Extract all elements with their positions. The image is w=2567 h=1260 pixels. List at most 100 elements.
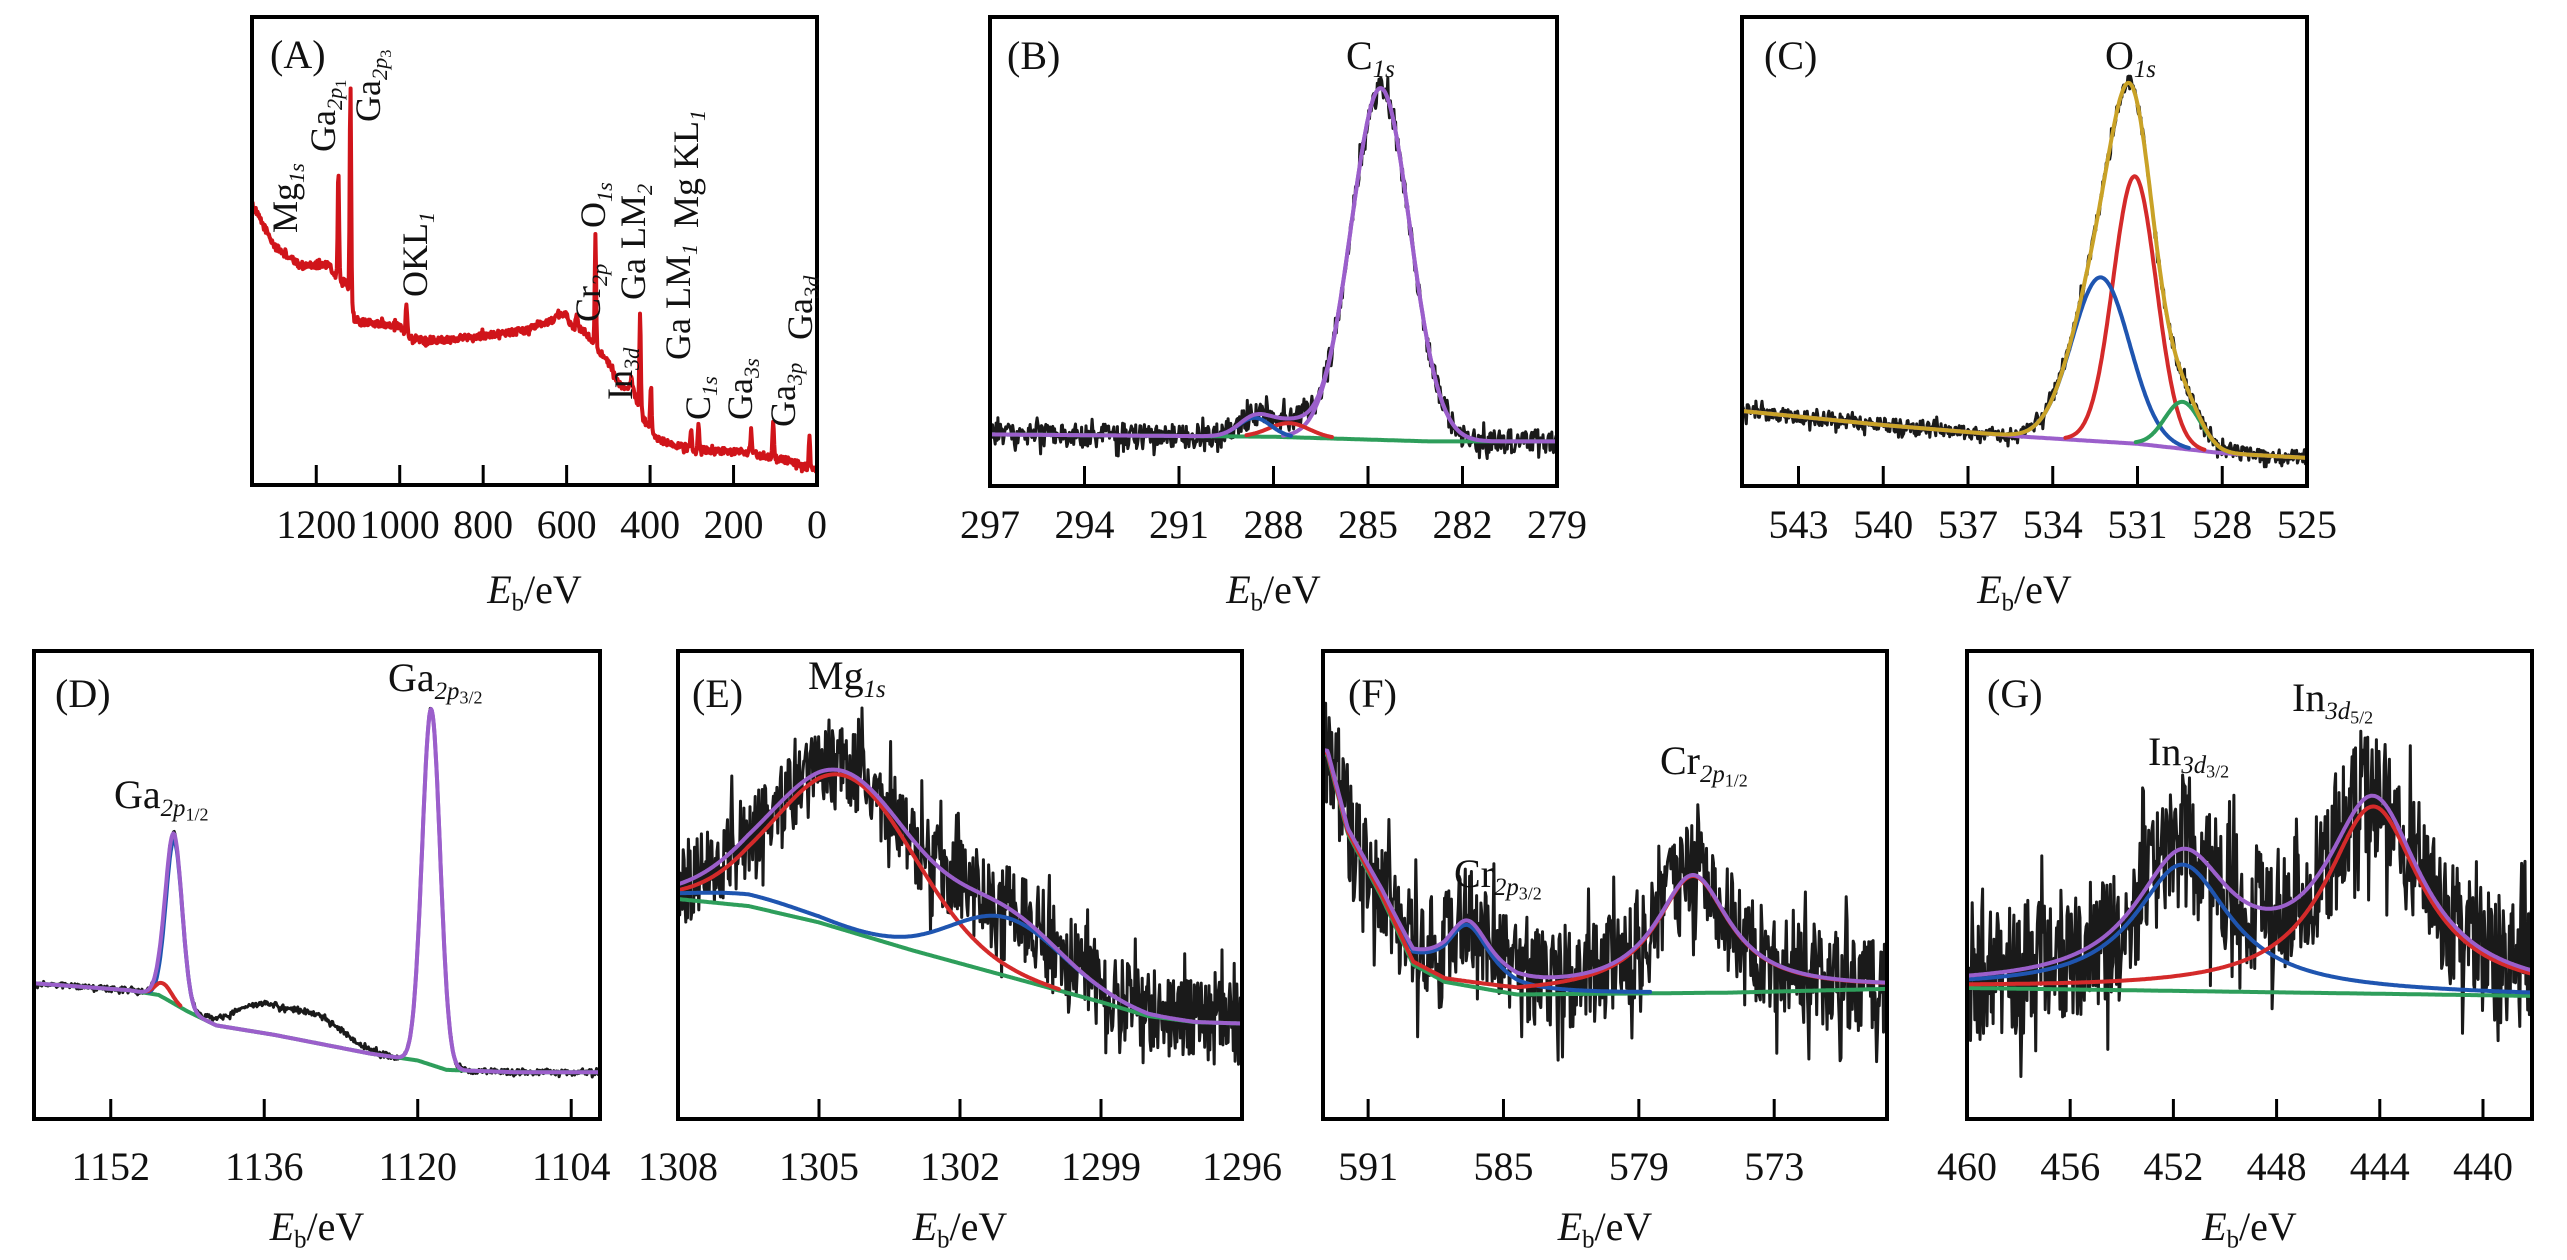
x-tick-label: 525 bbox=[2277, 502, 2337, 547]
plot-frame bbox=[1321, 649, 1889, 1121]
label-main: Mg bbox=[808, 653, 864, 698]
label-main: Mg bbox=[265, 183, 305, 233]
x-axis-subscript: b bbox=[937, 1226, 949, 1253]
background-line bbox=[34, 981, 600, 1075]
label-sub-subscript: 1 bbox=[332, 80, 350, 88]
panel-label: (B) bbox=[1007, 33, 1060, 78]
plot-frame bbox=[250, 15, 819, 487]
plot-area bbox=[1742, 74, 2307, 469]
label-main: In bbox=[2148, 729, 2181, 774]
x-tick-label: 400 bbox=[620, 502, 680, 547]
label-main: Ga bbox=[388, 655, 435, 700]
panel-label: (F) bbox=[1348, 671, 1397, 716]
peak-label: C1s bbox=[678, 376, 722, 420]
label-subscript: 2p bbox=[1700, 761, 1725, 788]
label-subscript: 2p bbox=[161, 795, 186, 822]
peak-label: Ga2p3 bbox=[348, 50, 395, 122]
label-subscript: 1s bbox=[697, 376, 722, 396]
label-subscript: 1 bbox=[414, 212, 439, 223]
x-tick-label: 0 bbox=[807, 502, 827, 547]
peak-label: Ga LM1 bbox=[658, 244, 702, 360]
peak-label: Cr2p3/2 bbox=[1454, 851, 1542, 903]
x-tick-label: 279 bbox=[1527, 502, 1587, 547]
x-axis-label: Eb/eV bbox=[486, 567, 582, 616]
x-axis-subscript: b bbox=[2002, 589, 2014, 616]
label-sub-subscript: 1/2 bbox=[185, 804, 208, 824]
label-sub-subscript: 3/2 bbox=[459, 687, 482, 707]
x-axis-variable: E bbox=[912, 1204, 937, 1249]
label-subscript: 3d bbox=[619, 347, 644, 371]
panel-label: (A) bbox=[270, 32, 326, 77]
panel-e: 1308 1305 1302 1299 1296 Eb/eV (E) Mg1s bbox=[638, 649, 1282, 1253]
x-tick-label: 591 bbox=[1338, 1144, 1398, 1189]
x-axis-unit: /eV bbox=[2014, 567, 2072, 612]
x-tick-label: 585 bbox=[1473, 1144, 1533, 1189]
raw-data-line bbox=[1967, 729, 2532, 1078]
raw-data-line bbox=[1742, 74, 2307, 469]
label-main: In bbox=[2292, 675, 2325, 720]
x-tick-label: 1299 bbox=[1061, 1144, 1141, 1189]
peak-label: Ga3s bbox=[720, 358, 764, 420]
x-axis-label: Eb/eV bbox=[1557, 1204, 1653, 1253]
fit-component-3 bbox=[399, 707, 463, 1071]
peak-label: Mg1s bbox=[265, 163, 309, 233]
x-tick-label: 1152 bbox=[71, 1144, 150, 1189]
x-tick-label: 537 bbox=[1938, 502, 1998, 547]
panel-label: (D) bbox=[55, 671, 111, 716]
x-axis-label: Eb/eV bbox=[2201, 1204, 2297, 1253]
label-main: Ga bbox=[348, 80, 388, 122]
x-axis-subscript: b bbox=[512, 589, 524, 616]
fit-component-1 bbox=[1281, 86, 1480, 442]
raw-data-line bbox=[990, 76, 1557, 460]
fit-envelope-line bbox=[1742, 80, 2307, 460]
fit-envelope-line bbox=[1967, 793, 2532, 978]
peak-label: Ga3d bbox=[780, 275, 824, 340]
peak-label: O1s bbox=[2105, 33, 2156, 83]
x-axis-unit: /eV bbox=[950, 1204, 1008, 1249]
x-tick-label: 1120 bbox=[378, 1144, 457, 1189]
x-tick-label: 448 bbox=[2247, 1144, 2307, 1189]
x-tick-label: 528 bbox=[2192, 502, 2252, 547]
label-main: Ga bbox=[114, 772, 161, 817]
x-tick-label: 1305 bbox=[779, 1144, 859, 1189]
peak-label: Cr2p bbox=[568, 264, 612, 322]
x-axis-subscript: b bbox=[1582, 1226, 1594, 1253]
fit-component-2 bbox=[1244, 421, 1334, 439]
panel-label: (G) bbox=[1987, 671, 2043, 716]
label-subscript: 1s bbox=[864, 676, 886, 703]
label-subscript: 1 bbox=[685, 110, 710, 121]
label-main: C bbox=[1346, 33, 1373, 78]
peak-label: In3d5/2 bbox=[2292, 675, 2373, 727]
label-subscript: 1s bbox=[1373, 56, 1395, 83]
x-tick-label: 297 bbox=[960, 502, 1020, 547]
x-tick-label: 460 bbox=[1937, 1144, 1997, 1189]
x-tick-label: 531 bbox=[2108, 502, 2168, 547]
label-main: Ga LM bbox=[613, 195, 653, 300]
x-axis-label: Eb/eV bbox=[912, 1204, 1008, 1253]
x-tick-label: 579 bbox=[1609, 1144, 1669, 1189]
label-subscript: 3d bbox=[2324, 698, 2350, 725]
fit-component-2 bbox=[144, 980, 183, 1008]
x-axis-unit: /eV bbox=[1263, 567, 1321, 612]
x-axis-label: Eb/eV bbox=[1225, 567, 1321, 616]
peak-label: Cr2p1/2 bbox=[1660, 738, 1748, 790]
x-axis-variable: E bbox=[486, 567, 511, 612]
x-tick-label: 294 bbox=[1055, 502, 1115, 547]
label-main: Ga bbox=[780, 298, 820, 340]
x-tick-label: 291 bbox=[1149, 502, 1209, 547]
fit-envelope-line bbox=[990, 86, 1557, 444]
panel-a: 1200 1000 800 600 400 200 0Eb/eV(A)Mg1sGa2p1Ga… bbox=[250, 15, 827, 616]
plot-area bbox=[678, 706, 1242, 1066]
label-sub-subscript: 5/2 bbox=[2350, 707, 2373, 727]
x-axis-variable: E bbox=[1976, 567, 2001, 612]
peak-label: Ga3p bbox=[763, 363, 807, 427]
x-axis-unit: /eV bbox=[524, 567, 582, 612]
panel-b: 297 294 291 288 285 282 279 Eb/eV (B) C1s bbox=[960, 15, 1587, 616]
x-tick-label: 573 bbox=[1744, 1144, 1804, 1189]
x-tick-label: 600 bbox=[537, 502, 597, 547]
plot-frame bbox=[1740, 15, 2309, 488]
peak-label: In3d3/2 bbox=[2148, 729, 2229, 781]
background-line bbox=[1323, 752, 1887, 997]
